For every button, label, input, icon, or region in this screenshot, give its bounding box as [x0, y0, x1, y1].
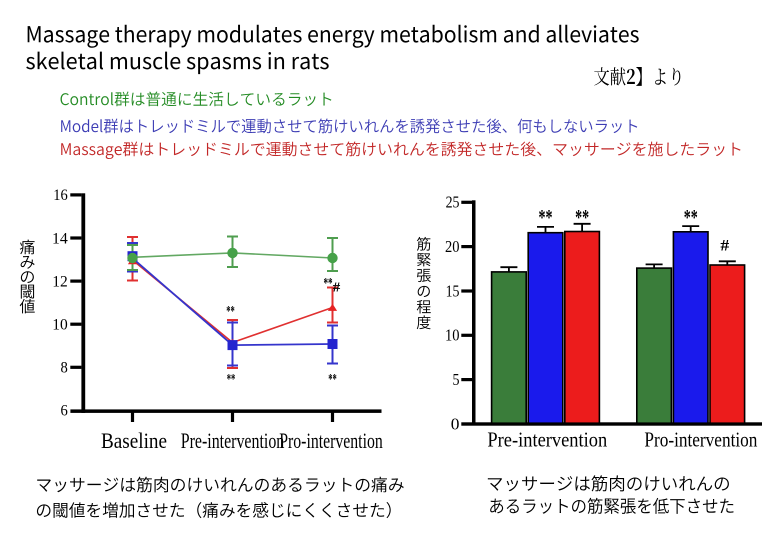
svg-text:15: 15: [446, 281, 460, 300]
svg-text:#: #: [333, 280, 341, 295]
svg-text:**: **: [575, 205, 589, 230]
svg-text:**: **: [684, 205, 698, 230]
svg-text:12: 12: [52, 273, 68, 290]
svg-text:25: 25: [446, 193, 460, 212]
svg-text:**: **: [323, 276, 332, 292]
svg-text:20: 20: [445, 237, 460, 256]
svg-text:#: #: [720, 238, 729, 255]
svg-text:5: 5: [453, 370, 460, 389]
svg-text:14: 14: [52, 230, 68, 247]
svg-text:10: 10: [445, 326, 460, 345]
svg-text:Pro-intervention: Pro-intervention: [279, 428, 383, 453]
svg-text:**: **: [227, 372, 236, 388]
svg-text:0: 0: [451, 414, 460, 433]
svg-text:6: 6: [61, 403, 68, 420]
svg-text:**: **: [539, 205, 553, 230]
svg-text:**: **: [328, 372, 337, 388]
svg-text:10: 10: [52, 317, 68, 334]
svg-text:**: **: [226, 304, 235, 320]
svg-text:Pro-intervention: Pro-intervention: [644, 428, 757, 452]
svg-text:8: 8: [61, 360, 68, 377]
svg-text:16: 16: [53, 187, 68, 204]
svg-text:Pre-intervention: Pre-intervention: [181, 428, 285, 453]
svg-text:Pre-intervention: Pre-intervention: [487, 428, 607, 452]
svg-text:Baseline: Baseline: [101, 428, 167, 453]
